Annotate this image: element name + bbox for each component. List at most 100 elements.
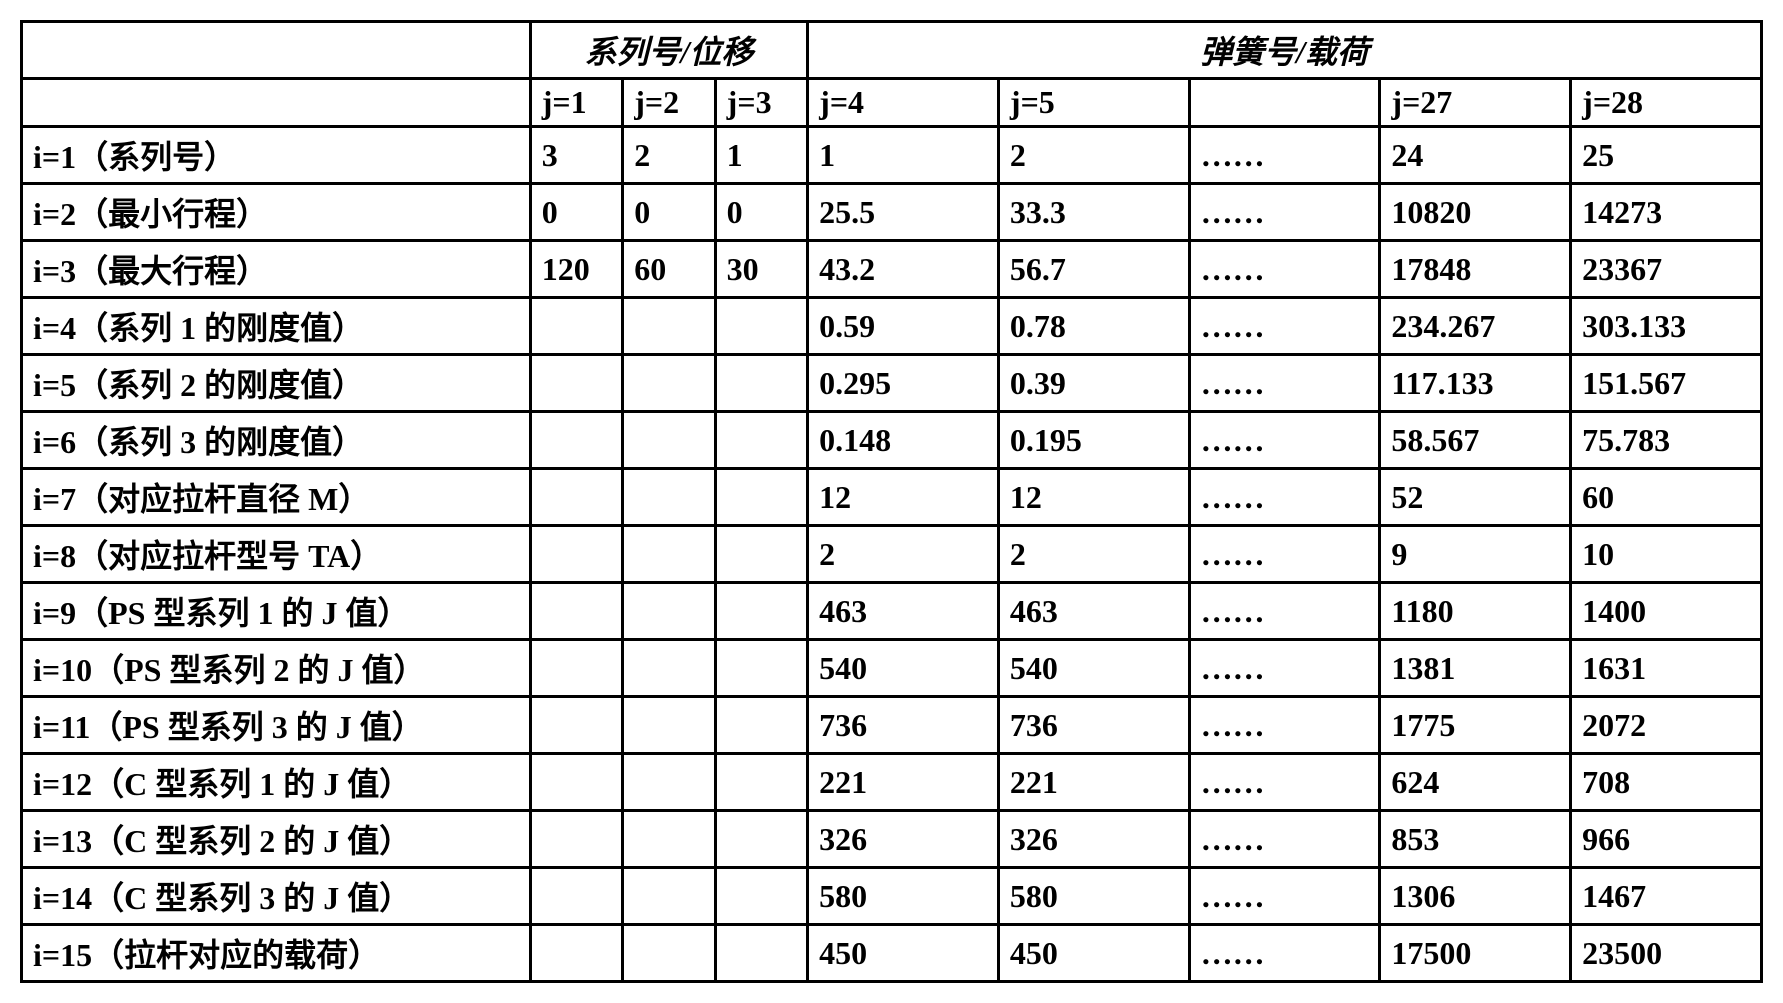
row-label: i=12（C 型系列 1 的 J 值） xyxy=(22,754,531,811)
cell-j3 xyxy=(715,298,807,355)
cell-j28: 23500 xyxy=(1571,925,1762,982)
cell-ellipsis: …… xyxy=(1189,811,1380,868)
row-label: i=6（系列 3 的刚度值） xyxy=(22,412,531,469)
cell-j1 xyxy=(530,583,622,640)
cell-j5: 0.39 xyxy=(998,355,1189,412)
cell-j5: 326 xyxy=(998,811,1189,868)
cell-j2 xyxy=(623,868,715,925)
cell-j1 xyxy=(530,298,622,355)
cell-j5: 540 xyxy=(998,640,1189,697)
cell-j2 xyxy=(623,640,715,697)
cell-j5: 12 xyxy=(998,469,1189,526)
header-label-blank xyxy=(22,79,531,127)
cell-j1 xyxy=(530,754,622,811)
cell-j4: 450 xyxy=(808,925,999,982)
cell-j27: 58.567 xyxy=(1380,412,1571,469)
table-body: i=1（系列号）32112……2425i=2（最小行程）00025.533.3…… xyxy=(22,127,1762,982)
cell-j3 xyxy=(715,469,807,526)
cell-ellipsis: …… xyxy=(1189,526,1380,583)
cell-j28: 60 xyxy=(1571,469,1762,526)
cell-j27: 9 xyxy=(1380,526,1571,583)
table-row: i=2（最小行程）00025.533.3……1082014273 xyxy=(22,184,1762,241)
cell-j5: 56.7 xyxy=(998,241,1189,298)
cell-j3 xyxy=(715,868,807,925)
cell-j2: 0 xyxy=(623,184,715,241)
cell-j1 xyxy=(530,811,622,868)
cell-j27: 52 xyxy=(1380,469,1571,526)
cell-j1 xyxy=(530,640,622,697)
cell-j3 xyxy=(715,526,807,583)
cell-j5: 736 xyxy=(998,697,1189,754)
cell-j27: 17500 xyxy=(1380,925,1571,982)
header-blank-1 xyxy=(22,22,531,79)
cell-j2 xyxy=(623,697,715,754)
cell-j3 xyxy=(715,640,807,697)
cell-j3 xyxy=(715,811,807,868)
cell-ellipsis: …… xyxy=(1189,640,1380,697)
cell-j3 xyxy=(715,754,807,811)
table-row: i=11（PS 型系列 3 的 J 值）736736……17752072 xyxy=(22,697,1762,754)
cell-ellipsis: …… xyxy=(1189,754,1380,811)
cell-j28: 1400 xyxy=(1571,583,1762,640)
cell-j28: 75.783 xyxy=(1571,412,1762,469)
cell-j1: 0 xyxy=(530,184,622,241)
row-label: i=15（拉杆对应的载荷） xyxy=(22,925,531,982)
cell-ellipsis: …… xyxy=(1189,697,1380,754)
cell-j4: 25.5 xyxy=(808,184,999,241)
table-row: i=6（系列 3 的刚度值）0.1480.195……58.56775.783 xyxy=(22,412,1762,469)
cell-j4: 221 xyxy=(808,754,999,811)
cell-j1 xyxy=(530,355,622,412)
cell-j4: 326 xyxy=(808,811,999,868)
cell-j4: 736 xyxy=(808,697,999,754)
cell-j2 xyxy=(623,583,715,640)
cell-j27: 24 xyxy=(1380,127,1571,184)
cell-j28: 1467 xyxy=(1571,868,1762,925)
cell-j1 xyxy=(530,697,622,754)
cell-j28: 23367 xyxy=(1571,241,1762,298)
header-ellipsis xyxy=(1189,79,1380,127)
cell-j27: 117.133 xyxy=(1380,355,1571,412)
cell-j2: 60 xyxy=(623,241,715,298)
cell-ellipsis: …… xyxy=(1189,127,1380,184)
cell-ellipsis: …… xyxy=(1189,241,1380,298)
cell-j3: 0 xyxy=(715,184,807,241)
cell-j4: 0.148 xyxy=(808,412,999,469)
cell-j2 xyxy=(623,298,715,355)
cell-j4: 12 xyxy=(808,469,999,526)
cell-ellipsis: …… xyxy=(1189,298,1380,355)
cell-j5: 2 xyxy=(998,127,1189,184)
cell-j2 xyxy=(623,355,715,412)
table-row: i=3（最大行程）120603043.256.7……1784823367 xyxy=(22,241,1762,298)
header-j5: j=5 xyxy=(998,79,1189,127)
cell-j3: 1 xyxy=(715,127,807,184)
header-group-spring: 弹簧号/载荷 xyxy=(808,22,1762,79)
cell-j4: 1 xyxy=(808,127,999,184)
table-row: i=1（系列号）32112……2425 xyxy=(22,127,1762,184)
cell-j27: 1180 xyxy=(1380,583,1571,640)
table-row: i=13（C 型系列 2 的 J 值）326326……853966 xyxy=(22,811,1762,868)
cell-ellipsis: …… xyxy=(1189,412,1380,469)
cell-j5: 33.3 xyxy=(998,184,1189,241)
cell-j28: 10 xyxy=(1571,526,1762,583)
table-row: i=14（C 型系列 3 的 J 值）580580……13061467 xyxy=(22,868,1762,925)
cell-ellipsis: …… xyxy=(1189,184,1380,241)
cell-j27: 10820 xyxy=(1380,184,1571,241)
cell-j1 xyxy=(530,412,622,469)
cell-j28: 14273 xyxy=(1571,184,1762,241)
cell-j1 xyxy=(530,526,622,583)
header-group-series: 系列号/位移 xyxy=(530,22,807,79)
cell-j4: 0.295 xyxy=(808,355,999,412)
cell-j28: 303.133 xyxy=(1571,298,1762,355)
cell-j1: 120 xyxy=(530,241,622,298)
cell-j1: 3 xyxy=(530,127,622,184)
cell-j5: 450 xyxy=(998,925,1189,982)
table-row: i=5（系列 2 的刚度值）0.2950.39……117.133151.567 xyxy=(22,355,1762,412)
cell-j28: 708 xyxy=(1571,754,1762,811)
header-j2: j=2 xyxy=(623,79,715,127)
cell-j2 xyxy=(623,469,715,526)
cell-j2 xyxy=(623,412,715,469)
cell-j3 xyxy=(715,925,807,982)
cell-ellipsis: …… xyxy=(1189,355,1380,412)
table-row: i=10（PS 型系列 2 的 J 值）540540……13811631 xyxy=(22,640,1762,697)
row-label: i=10（PS 型系列 2 的 J 值） xyxy=(22,640,531,697)
